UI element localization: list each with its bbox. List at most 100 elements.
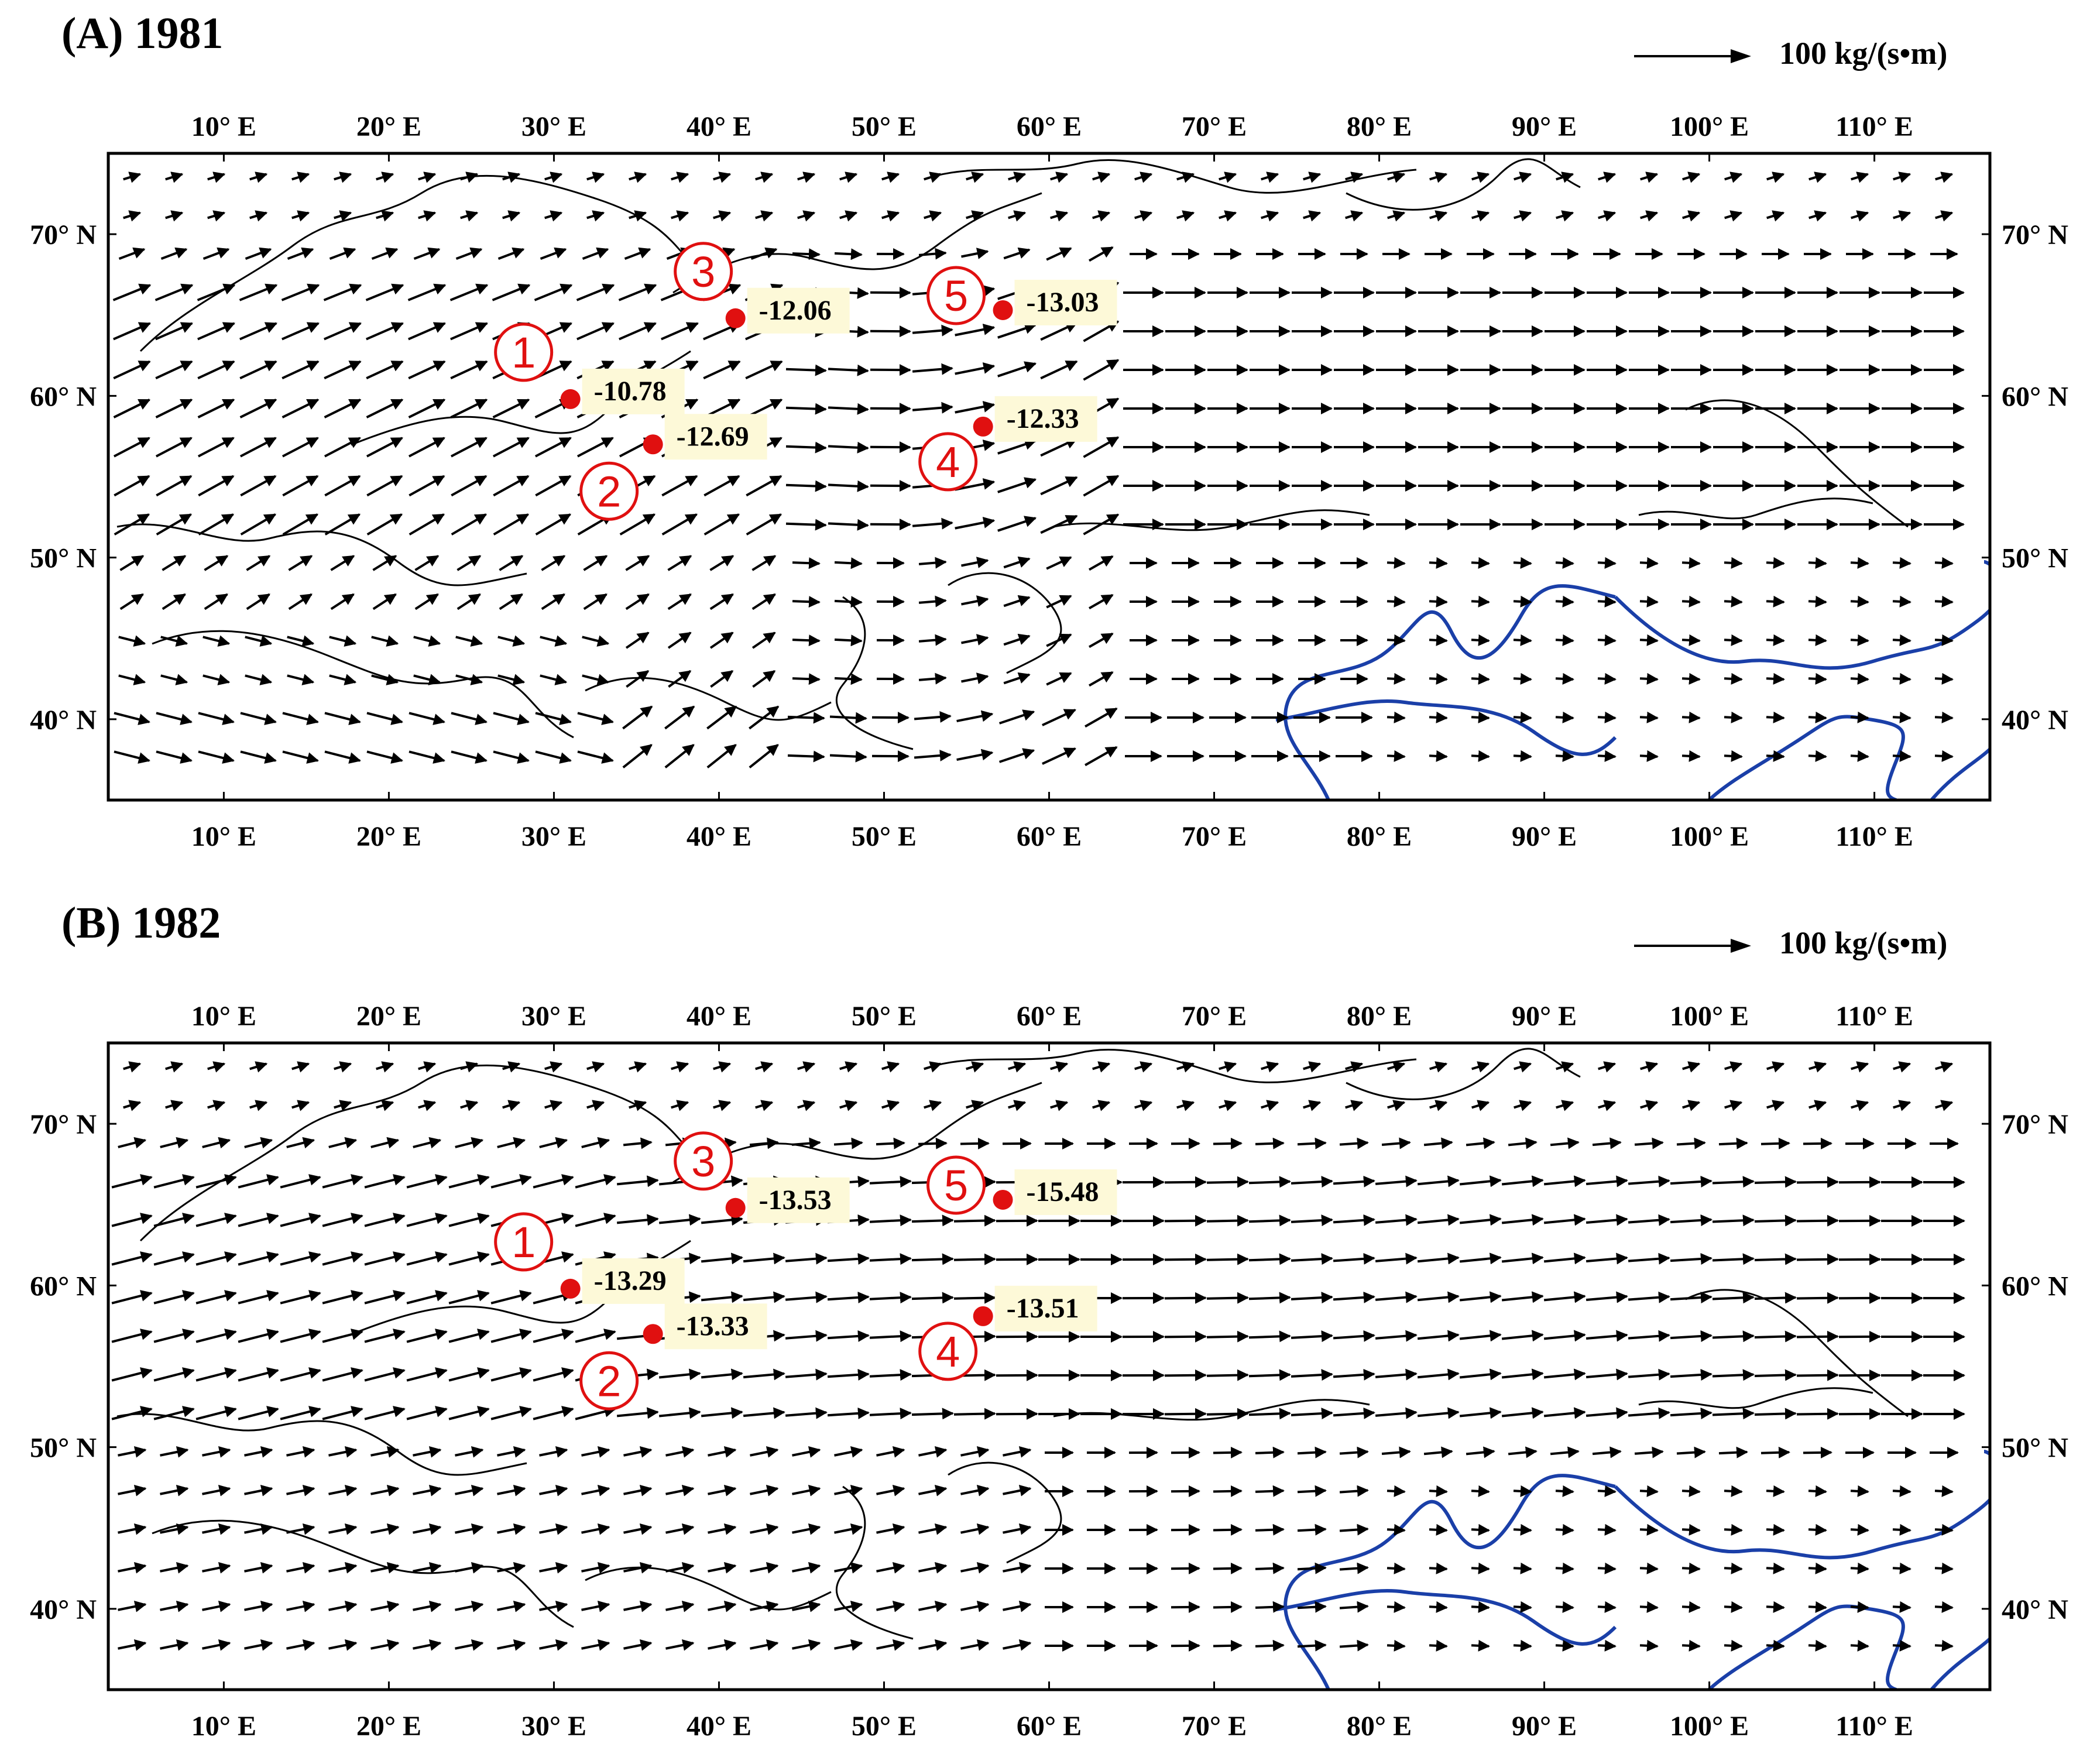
flux-vector — [828, 369, 868, 370]
flux-vector — [1460, 1180, 1501, 1185]
flux-vector — [208, 1064, 225, 1069]
flux-vector — [123, 213, 140, 218]
coastline — [1639, 1388, 1873, 1408]
lat-tick-label-right: 70° N — [2002, 1109, 2068, 1140]
coastline — [948, 573, 1061, 673]
flux-vector — [154, 1293, 194, 1303]
flux-vector — [493, 438, 528, 457]
flux-vector — [828, 523, 868, 525]
flux-vector — [756, 1064, 773, 1069]
flux-vector — [1514, 1568, 1531, 1569]
flux-vector — [708, 1604, 735, 1610]
flux-vector — [491, 1331, 531, 1341]
flux-vector — [208, 1103, 225, 1108]
flux-vector — [449, 1409, 489, 1419]
flux-vector — [1249, 1336, 1290, 1338]
flux-vector — [114, 362, 150, 379]
lon-tick-label-top: 20° E — [356, 111, 421, 142]
flux-vector — [536, 751, 571, 760]
site-number-label: 1 — [512, 328, 536, 377]
flux-vector — [118, 1643, 145, 1649]
flux-vector — [457, 556, 480, 570]
flux-vector — [1249, 1182, 1290, 1183]
flux-vector — [196, 1370, 236, 1380]
flux-vector — [750, 1450, 777, 1456]
flux-vector — [828, 446, 868, 448]
flux-vector — [286, 1566, 314, 1571]
flux-vector — [1544, 1219, 1585, 1223]
flux-vector — [1797, 1220, 1838, 1221]
flux-vector — [1893, 601, 1910, 602]
flux-vector — [753, 633, 775, 648]
flux-vector — [286, 1643, 314, 1649]
flux-vector — [1682, 562, 1700, 563]
flux-vector — [156, 713, 191, 722]
flux-vector — [1935, 1568, 1952, 1569]
flux-vector — [208, 174, 225, 180]
flux-vector — [1725, 174, 1742, 180]
flux-vector — [1333, 1181, 1374, 1184]
flux-vector — [587, 1064, 604, 1069]
flux-vector — [119, 249, 144, 259]
flux-vector — [1177, 1064, 1194, 1069]
flux-vector — [623, 1643, 651, 1649]
flux-vector — [493, 751, 528, 760]
flux-vector — [325, 400, 361, 417]
flux-vector — [1340, 1645, 1368, 1646]
flux-vector — [785, 1296, 826, 1300]
flux-vector — [1429, 678, 1447, 679]
site-number-label: 4 — [936, 438, 960, 486]
flux-vector — [1298, 1491, 1326, 1492]
flux-vector — [203, 637, 229, 643]
flux-vector — [198, 285, 235, 300]
flux-vector — [1628, 1258, 1669, 1261]
lon-tick-label-top: 10° E — [191, 111, 256, 142]
lon-tick-label-bottom: 90° E — [1512, 1711, 1577, 1742]
flux-vector — [240, 362, 276, 379]
lon-tick-label-top: 50° E — [852, 111, 917, 142]
flux-vector — [539, 1488, 567, 1494]
lon-tick-label-top: 20° E — [356, 1001, 421, 1032]
flux-vector — [1387, 562, 1405, 563]
coastline — [140, 1065, 702, 1241]
flux-vector — [1893, 562, 1910, 563]
flux-vector — [449, 1216, 489, 1226]
flux-vector — [834, 1488, 862, 1494]
flux-vector — [154, 1216, 194, 1226]
lon-tick-label-top: 30° E — [521, 1001, 586, 1032]
flux-vector — [665, 1488, 693, 1494]
flux-vector — [581, 1488, 609, 1494]
flux-vector — [1340, 1451, 1368, 1453]
site-value-label: -13.33 — [677, 1310, 749, 1341]
flux-vector — [280, 1370, 320, 1380]
flux-vector — [238, 1216, 278, 1226]
flux-vector — [244, 1488, 272, 1494]
flux-vector — [998, 441, 1035, 454]
flux-vector — [286, 1527, 314, 1533]
flux-vector — [1544, 1335, 1585, 1339]
flux-vector — [322, 1370, 362, 1380]
lon-tick-label-bottom: 70° E — [1182, 821, 1247, 852]
flux-vector — [746, 362, 782, 379]
flux-vector — [372, 249, 397, 259]
flux-vector — [1724, 601, 1742, 602]
flux-vector — [1093, 1103, 1110, 1108]
flux-vector — [1556, 1645, 1573, 1646]
flux-vector — [835, 253, 862, 255]
flux-vector — [665, 1604, 693, 1610]
flux-vector — [1472, 213, 1489, 218]
flux-vector — [998, 325, 1035, 338]
flux-vector — [328, 1643, 356, 1649]
lon-tick-label-bottom: 100° E — [1670, 821, 1749, 852]
flux-vector — [919, 600, 946, 603]
flux-vector — [241, 476, 275, 496]
flux-vector — [792, 1643, 819, 1649]
flux-vector — [1755, 1336, 1796, 1337]
flux-vector — [957, 714, 993, 721]
flux-vector — [1051, 213, 1068, 218]
flux-vector — [701, 1258, 742, 1262]
site-marker — [643, 1324, 663, 1344]
flux-vector — [834, 1450, 862, 1456]
flux-vector — [1430, 1103, 1447, 1108]
flux-vector — [743, 1258, 784, 1261]
